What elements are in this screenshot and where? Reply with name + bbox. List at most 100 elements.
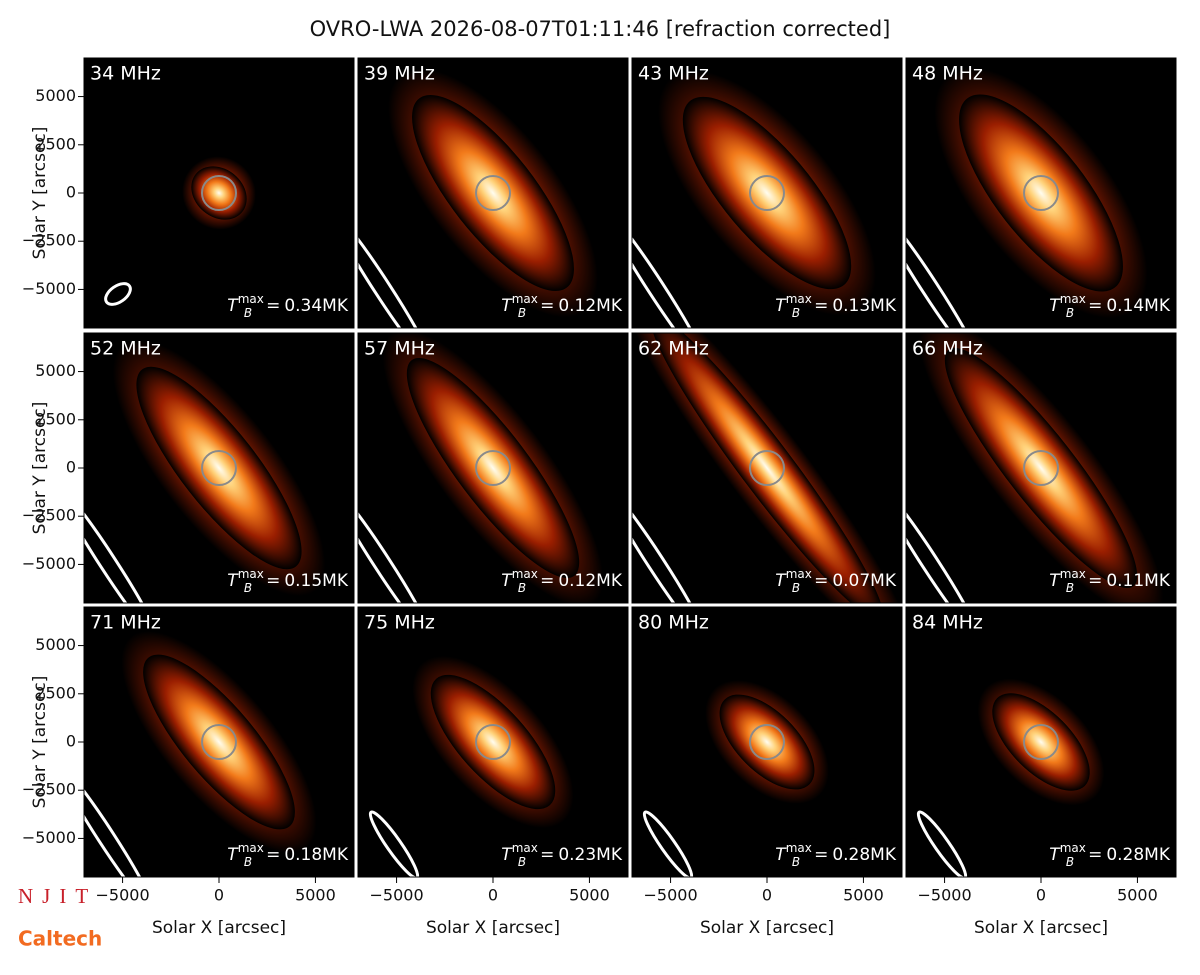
tmax-part: max (238, 567, 264, 581)
panel (358, 607, 628, 877)
y-axis-label: Solar Y [arcsec] (30, 676, 50, 809)
emission (682, 96, 852, 290)
tmax-part: = (540, 571, 554, 591)
tmax-part: 0.28MK (1106, 845, 1171, 865)
tmax-part: T (1049, 296, 1061, 316)
frequency-label: 80 MHz (638, 612, 709, 634)
y-tick-label: 5000 (35, 86, 76, 105)
tmax-part: = (814, 296, 828, 316)
emission (992, 693, 1090, 791)
beam (84, 485, 159, 603)
solar-disk (749, 450, 785, 486)
tmax-part: T (775, 571, 787, 591)
tmax-part: T (775, 296, 787, 316)
tmax-part: 0.11MK (1106, 571, 1171, 591)
tmax-part: 0.14MK (1106, 296, 1171, 316)
y-tick-label: 0 (66, 732, 76, 751)
solar-disk (475, 724, 511, 760)
y-tick-label: −5000 (22, 554, 76, 573)
solar-disk (1023, 450, 1059, 486)
tmax-part: 0.07MK (832, 571, 897, 591)
emission (430, 674, 556, 810)
beam (632, 210, 707, 328)
x-axis-label: Solar X [arcsec] (700, 918, 834, 938)
frequency-label: 62 MHz (638, 338, 709, 360)
panel (84, 333, 354, 603)
panel (358, 58, 628, 328)
tmax-part: T (775, 845, 787, 865)
tmax-part: B (1066, 306, 1074, 320)
y-tick-label: 2500 (35, 683, 76, 702)
emission (944, 347, 1138, 589)
tmax-label: Tmax B = 0.28MK (1049, 841, 1171, 869)
tmax-part: B (792, 855, 800, 869)
beam (906, 210, 981, 328)
beam (104, 282, 132, 306)
tmax-part: B (244, 855, 252, 869)
solar-disk (1023, 175, 1059, 211)
x-axis-label: Solar X [arcsec] (426, 918, 560, 938)
x-axis-label: Solar X [arcsec] (974, 918, 1108, 938)
solar-disk (475, 175, 511, 211)
panel-frame (357, 332, 629, 604)
tmax-part: = (814, 845, 828, 865)
panel-frame (357, 57, 629, 329)
x-tick-label: 0 (1036, 886, 1046, 905)
tmax-part: max (786, 567, 812, 581)
tmax-part: max (512, 567, 538, 581)
x-tick-label: 5000 (295, 886, 336, 905)
tmax-part: T (1049, 571, 1061, 591)
tmax-part: max (1060, 841, 1086, 855)
y-tick-label: −5000 (22, 279, 76, 298)
tmax-part: B (792, 581, 800, 595)
y-tick-label: −2500 (22, 231, 76, 250)
panel (632, 333, 902, 603)
tmax-label: Tmax B = 0.12MK (501, 567, 623, 595)
tmax-part: max (1060, 567, 1086, 581)
tmax-part: B (518, 855, 526, 869)
solar-disk (201, 724, 237, 760)
frequency-label: 71 MHz (90, 612, 161, 634)
tmax-part: B (518, 581, 526, 595)
solar-disk (749, 724, 785, 760)
tmax-part: T (227, 571, 239, 591)
tmax-part: T (227, 296, 239, 316)
tmax-part: T (1049, 845, 1061, 865)
tmax-part: max (786, 292, 812, 306)
tmax-part: 0.12MK (558, 571, 623, 591)
tmax-part: max (512, 292, 538, 306)
tmax-part: T (501, 571, 513, 591)
tmax-label: Tmax B = 0.18MK (227, 841, 349, 869)
y-tick-label: −5000 (22, 828, 76, 847)
tmax-part: = (266, 571, 280, 591)
panel-frame (631, 57, 903, 329)
tmax-part: B (244, 306, 252, 320)
x-tick-label: 5000 (569, 886, 610, 905)
y-tick-label: 5000 (35, 635, 76, 654)
x-tick-label: 5000 (843, 886, 884, 905)
x-tick-label: 0 (488, 886, 498, 905)
panel-frame (905, 57, 1177, 329)
tmax-label: Tmax B = 0.15MK (227, 567, 349, 595)
tmax-label: Tmax B = 0.28MK (775, 841, 897, 869)
y-tick-label: 5000 (35, 361, 76, 380)
solar-disk (749, 175, 785, 211)
frequency-label: 52 MHz (90, 338, 161, 360)
tmax-part: = (1088, 296, 1102, 316)
tmax-part: max (512, 841, 538, 855)
solar-disk (475, 450, 511, 486)
x-tick-label: −5000 (918, 886, 972, 905)
tmax-part: T (501, 296, 513, 316)
panel (906, 607, 1176, 877)
tmax-part: T (227, 845, 239, 865)
y-axis-label: Solar Y [arcsec] (30, 402, 50, 535)
tmax-part: = (266, 296, 280, 316)
beam (358, 210, 433, 328)
tmax-part: 0.28MK (832, 845, 897, 865)
tmax-part: = (540, 296, 554, 316)
emission (143, 654, 295, 830)
solar-disk (1023, 724, 1059, 760)
y-tick-label: 2500 (35, 409, 76, 428)
tmax-label: Tmax B = 0.12MK (501, 292, 623, 320)
